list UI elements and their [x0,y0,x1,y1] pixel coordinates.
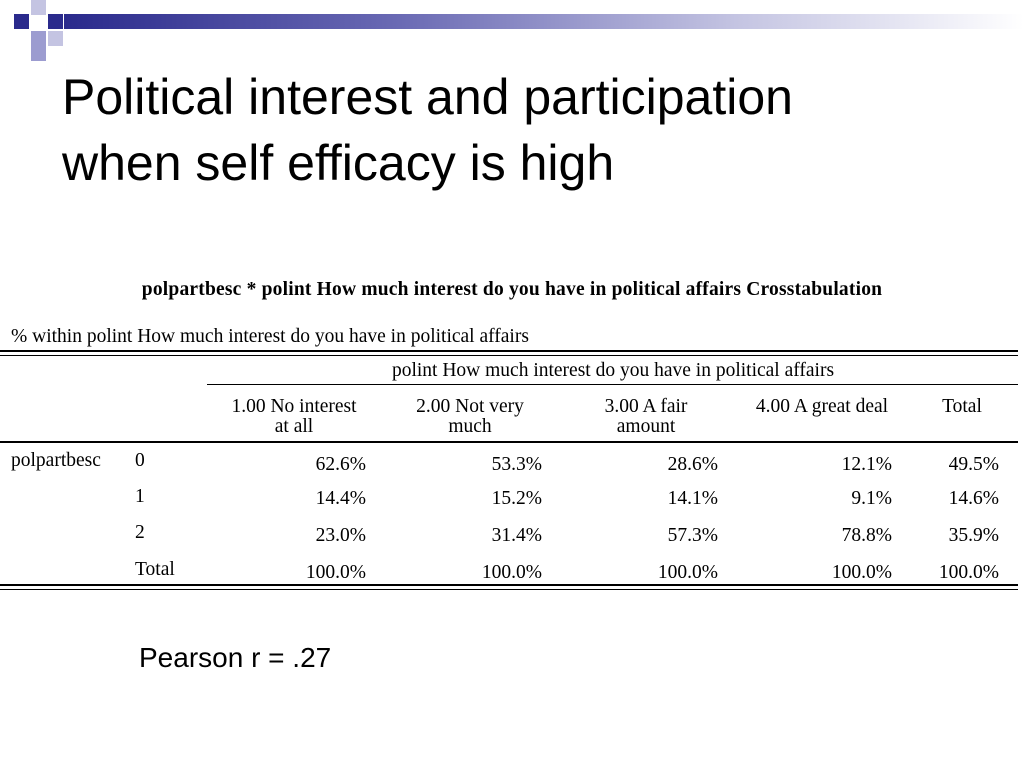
column-header-line: much [448,416,492,437]
table-cell: 78.8% [841,525,892,546]
table-cell: 100.0% [305,562,366,583]
table-cell: 35.9% [948,525,999,546]
decoration-square [48,31,63,46]
column-header-line: 4.00 A great deal [755,396,889,417]
column-header-line: amount [616,416,676,437]
table-cell: 14.6% [948,488,999,509]
column-header: 1.00 No interest at all [210,397,378,437]
column-header-line: at all [274,416,314,437]
column-header-line: 1.00 No interest [231,396,357,417]
column-header-line: 3.00 A fair [604,396,688,417]
decoration-square [31,0,46,15]
column-header-line: Total [942,396,982,417]
decoration-square [14,14,29,29]
decoration-square [48,14,63,29]
slide-title: Political interest and participation whe… [62,64,962,196]
table-cell: 100.0% [938,562,999,583]
crosstab-subtitle: % within polint How much interest do you… [11,326,529,347]
table-cell: 15.2% [491,488,542,509]
table-cell: 100.0% [657,562,718,583]
row-variable-label: polpartbesc [11,450,101,471]
pearson-correlation-note: Pearson r = .27 [139,642,332,673]
row-label: Total [135,559,175,580]
table-rule-top [0,355,1018,356]
table-cell: 49.5% [948,454,999,475]
table-cell: 14.4% [315,488,366,509]
column-header: 4.00 A great deal [738,397,906,417]
table-cell: 23.0% [315,525,366,546]
table-cell: 31.4% [491,525,542,546]
column-header: Total [912,397,1012,417]
table-cell: 14.1% [667,488,718,509]
column-header: 3.00 A fair amount [562,397,730,437]
column-group-header: polint How much interest do you have in … [391,360,835,381]
table-cell: 100.0% [481,562,542,583]
column-group-rule [207,384,1018,385]
column-header: 2.00 Not very much [386,397,554,437]
crosstab-title: polpartbesc * polint How much interest d… [141,279,883,300]
header-gradient-bar [64,14,1024,29]
row-label: 2 [135,522,145,543]
column-header-line: 2.00 Not very [416,396,524,417]
slide-title-line-2: when self efficacy is high [62,135,615,191]
slide-header-decoration [0,0,1024,64]
row-label: 0 [135,450,145,471]
table-cell: 62.6% [315,454,366,475]
table-rule-bottom [0,584,1018,586]
table-cell: 53.3% [491,454,542,475]
row-label: 1 [135,486,145,507]
table-rule-top [0,350,1018,352]
table-cell: 28.6% [667,454,718,475]
slide-title-line-1: Political interest and participation [62,69,793,125]
decoration-square [31,31,46,46]
table-rule-bottom [0,589,1018,590]
table-cell: 57.3% [667,525,718,546]
table-header-rule [0,441,1018,443]
table-cell: 9.1% [851,488,892,509]
table-cell: 100.0% [831,562,892,583]
decoration-square [31,46,46,61]
table-cell: 12.1% [841,454,892,475]
